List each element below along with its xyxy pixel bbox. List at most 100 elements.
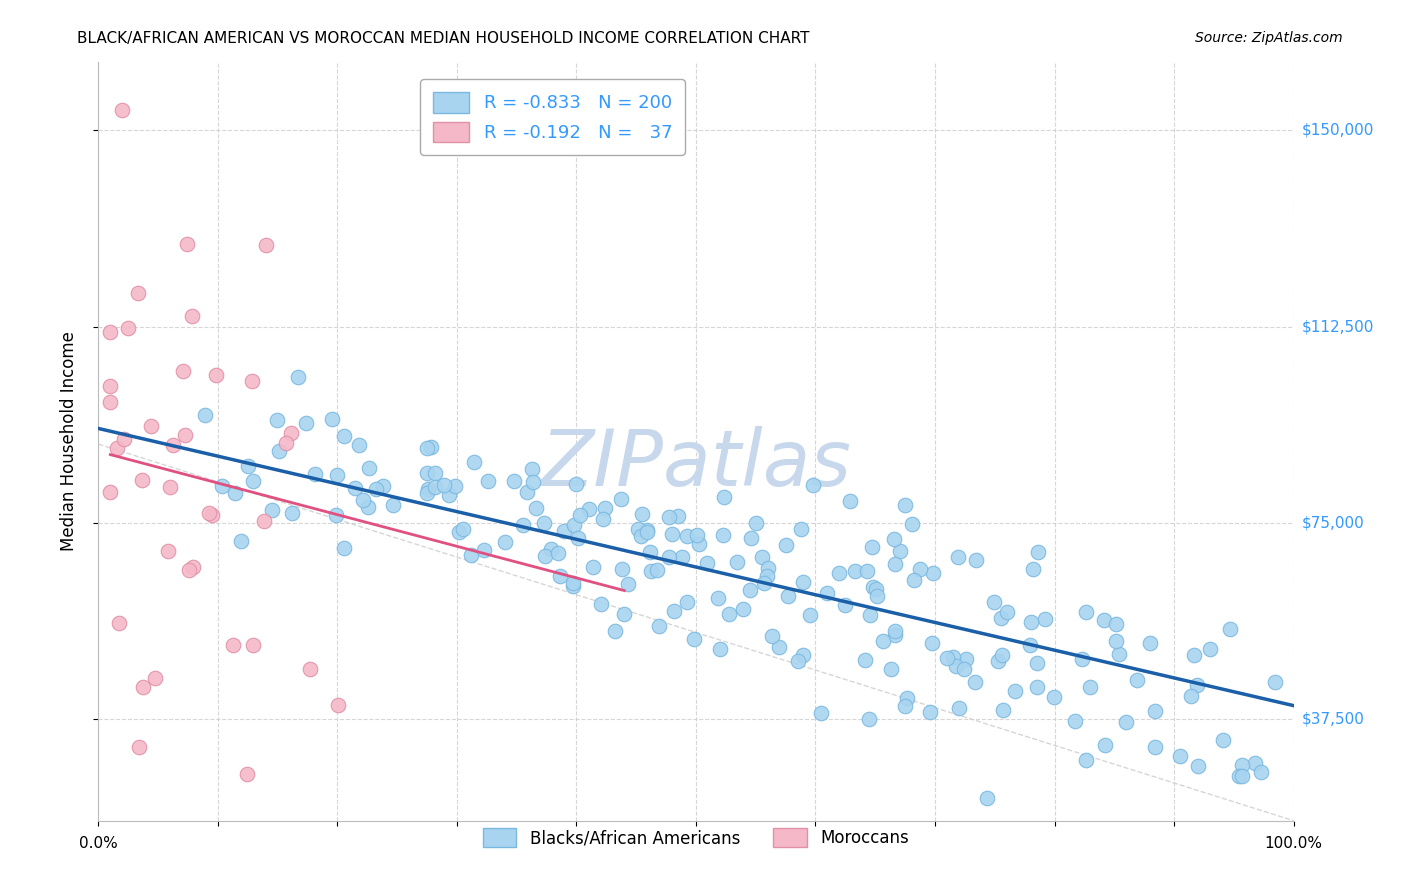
Point	[281, 506, 304, 520]
Point	[463, 455, 485, 469]
Point	[1139, 635, 1161, 649]
Point	[1074, 605, 1097, 619]
Point	[333, 541, 356, 555]
Point	[613, 607, 636, 621]
Point	[1243, 756, 1265, 771]
Point	[553, 524, 575, 538]
Point	[725, 555, 748, 569]
Point	[1180, 689, 1202, 703]
Point	[98, 379, 122, 393]
Point	[921, 636, 943, 650]
Point	[420, 440, 443, 454]
Point	[266, 413, 288, 427]
Point	[371, 479, 394, 493]
Point	[1199, 642, 1222, 657]
Point	[761, 629, 783, 643]
Point	[533, 516, 555, 531]
Point	[236, 458, 259, 473]
Point	[98, 394, 122, 409]
Point	[948, 700, 970, 714]
Point	[181, 310, 204, 324]
Point	[416, 441, 439, 455]
Point	[920, 706, 942, 720]
Point	[172, 364, 194, 378]
Legend: Blacks/African Americans, Moroccans: Blacks/African Americans, Moroccans	[477, 822, 915, 854]
Point	[658, 510, 681, 524]
Point	[976, 791, 998, 805]
Text: $37,500: $37,500	[1302, 711, 1365, 726]
Point	[1264, 675, 1286, 690]
Point	[880, 662, 903, 676]
Point	[1115, 714, 1137, 729]
Point	[451, 523, 474, 537]
Point	[1219, 622, 1241, 636]
Point	[1092, 613, 1115, 627]
Point	[648, 619, 671, 633]
Point	[1126, 673, 1149, 687]
Point	[1144, 705, 1167, 719]
Point	[253, 515, 276, 529]
Point	[738, 583, 761, 598]
Point	[860, 541, 883, 555]
Point	[945, 659, 967, 673]
Point	[936, 651, 959, 665]
Point	[883, 557, 905, 571]
Point	[1212, 732, 1234, 747]
Point	[630, 529, 652, 543]
Point	[547, 546, 569, 560]
Point	[540, 542, 562, 557]
Point	[965, 674, 987, 689]
Point	[357, 460, 380, 475]
Point	[295, 416, 318, 430]
Point	[242, 638, 264, 652]
Point	[425, 480, 447, 494]
Point	[222, 638, 245, 652]
Point	[254, 238, 277, 252]
Point	[581, 560, 603, 574]
Point	[578, 501, 600, 516]
Point	[922, 566, 945, 580]
Point	[105, 442, 128, 456]
Point	[516, 485, 538, 500]
Point	[267, 444, 290, 458]
Point	[894, 498, 917, 512]
Point	[856, 565, 879, 579]
Point	[610, 562, 633, 576]
Point	[661, 527, 683, 541]
Point	[1018, 638, 1040, 652]
Point	[561, 579, 583, 593]
Point	[801, 478, 824, 492]
Point	[896, 691, 918, 706]
Point	[713, 490, 735, 504]
Point	[717, 607, 740, 621]
Point	[839, 494, 862, 508]
Point	[1232, 758, 1254, 772]
Point	[352, 492, 374, 507]
Point	[859, 608, 882, 623]
Point	[834, 599, 856, 613]
Point	[709, 642, 731, 657]
Point	[658, 550, 681, 565]
Point	[1070, 652, 1092, 666]
Text: $75,000: $75,000	[1302, 515, 1365, 530]
Point	[156, 543, 179, 558]
Point	[778, 589, 800, 603]
Point	[304, 467, 326, 481]
Point	[444, 478, 467, 492]
Point	[865, 590, 887, 604]
Point	[965, 553, 987, 567]
Point	[617, 576, 640, 591]
Point	[1004, 683, 1026, 698]
Point	[231, 533, 253, 548]
Point	[645, 563, 668, 577]
Point	[477, 474, 499, 488]
Point	[858, 712, 880, 726]
Point	[752, 575, 775, 590]
Point	[640, 564, 662, 578]
Point	[942, 650, 965, 665]
Point	[990, 648, 1012, 663]
Point	[1232, 769, 1254, 783]
Point	[494, 534, 516, 549]
Point	[1250, 764, 1272, 779]
Point	[321, 412, 343, 426]
